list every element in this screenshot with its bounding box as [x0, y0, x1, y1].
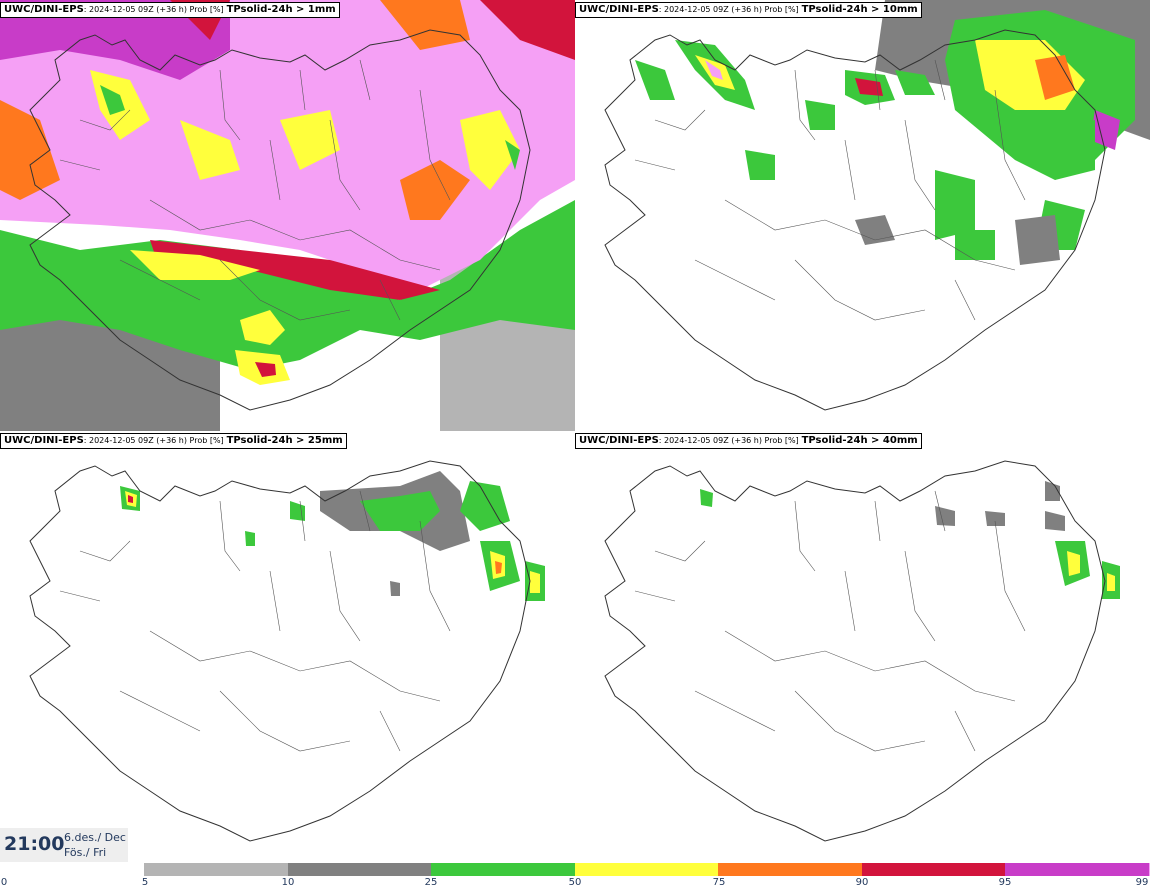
variable-label: TPsolid-24h > 40mm: [801, 435, 918, 446]
colorbar-tick: 0: [0, 877, 8, 888]
variable-label: TPsolid-24h > 1mm: [226, 4, 336, 15]
colorbar-tick: 90: [855, 877, 869, 888]
colorbar-tick: 10: [281, 877, 295, 888]
colorbar-segment: [431, 863, 575, 876]
run-info: : 2024-12-05 09Z (+36 h) Prob [%]: [658, 5, 799, 14]
prob-map-1mm: [0, 0, 575, 431]
colorbar-tick: 95: [998, 877, 1012, 888]
colorbar-segment: [1005, 863, 1149, 876]
colorbar-segment: [862, 863, 1005, 876]
map-panel-25mm: UWC/DINI-EPS: 2024-12-05 09Z (+36 h) Pro…: [0, 431, 575, 862]
panel-title-40mm: UWC/DINI-EPS: 2024-12-05 09Z (+36 h) Pro…: [575, 433, 922, 449]
panel-title-10mm: UWC/DINI-EPS: 2024-12-05 09Z (+36 h) Pro…: [575, 2, 922, 18]
variable-label: TPsolid-24h > 10mm: [801, 4, 918, 15]
colorbar-tick: 75: [712, 877, 726, 888]
prob-map-40mm: [575, 431, 1150, 862]
run-info: : 2024-12-05 09Z (+36 h) Prob [%]: [83, 5, 224, 14]
colorbar-segment: [288, 863, 431, 876]
valid-day: Fös./ Fri: [64, 846, 107, 859]
prob-map-25mm: [0, 431, 575, 862]
colorbar-tick: 25: [424, 877, 438, 888]
map-panel-40mm: UWC/DINI-EPS: 2024-12-05 09Z (+36 h) Pro…: [575, 431, 1150, 862]
model-name: UWC/DINI-EPS: [579, 435, 659, 446]
model-name: UWC/DINI-EPS: [4, 435, 84, 446]
run-info: : 2024-12-05 09Z (+36 h) Prob [%]: [83, 436, 224, 445]
colorbar-segment: [718, 863, 862, 876]
colorbar-segment: [575, 863, 718, 876]
map-panel-10mm: UWC/DINI-EPS: 2024-12-05 09Z (+36 h) Pro…: [575, 0, 1150, 431]
colorbar-tick: 5: [141, 877, 149, 888]
panel-title-25mm: UWC/DINI-EPS: 2024-12-05 09Z (+36 h) Pro…: [0, 433, 347, 449]
valid-time: 21:00: [4, 833, 65, 855]
colorbar: [144, 863, 1150, 876]
model-name: UWC/DINI-EPS: [579, 4, 659, 15]
map-panel-1mm: UWC/DINI-EPS: 2024-12-05 09Z (+36 h) Pro…: [0, 0, 575, 431]
panel-title-1mm: UWC/DINI-EPS: 2024-12-05 09Z (+36 h) Pro…: [0, 2, 340, 18]
prob-map-10mm: [575, 0, 1150, 431]
model-name: UWC/DINI-EPS: [4, 4, 84, 15]
valid-date: 6.des./ Dec: [64, 831, 126, 844]
colorbar-tick: 99: [1135, 877, 1149, 888]
valid-time-box: 21:00 6.des./ Dec Fös./ Fri: [0, 828, 128, 862]
variable-label: TPsolid-24h > 25mm: [226, 435, 343, 446]
colorbar-segment: [144, 863, 288, 876]
run-info: : 2024-12-05 09Z (+36 h) Prob [%]: [658, 436, 799, 445]
colorbar-tick: 50: [568, 877, 582, 888]
